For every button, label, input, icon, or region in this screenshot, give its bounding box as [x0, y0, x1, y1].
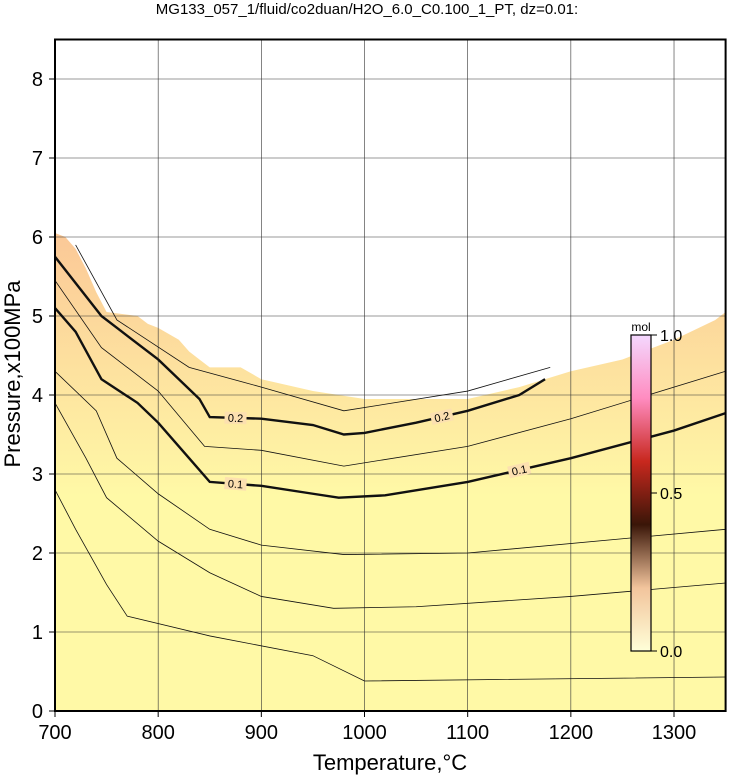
- contour-line: [75, 244, 551, 412]
- x-tick-label: 1100: [446, 722, 489, 744]
- contour-line: [55, 489, 726, 682]
- colorbar-tick-label: 0.0: [660, 644, 682, 661]
- x-tick-label: 800: [141, 722, 174, 744]
- y-axis-label: Pressure,x100MPa: [0, 280, 25, 468]
- y-tick-label: 7: [32, 148, 43, 170]
- contour-label: 0.2: [228, 413, 244, 425]
- x-tick-label: 1200: [549, 722, 594, 744]
- y-tick-label: 4: [32, 385, 43, 407]
- contour-line: [55, 402, 726, 609]
- y-tick-label: 1: [32, 622, 43, 644]
- contour-line: [55, 256, 546, 436]
- chart-title: MG133_057_1/fluid/co2duan/H2O_6.0_C0.100…: [156, 1, 578, 18]
- colorbar-tick-label: 1.0: [660, 328, 682, 345]
- contour-line: [55, 280, 726, 467]
- y-tick-label: 2: [32, 543, 43, 565]
- y-tick-label: 8: [32, 69, 43, 91]
- y-tick-label: 3: [32, 464, 43, 486]
- contour-label: 0.2: [433, 410, 451, 425]
- contour-label: 0.1: [511, 463, 529, 478]
- contour-label: 0.1: [227, 478, 243, 491]
- y-tick-label: 5: [32, 306, 43, 328]
- x-tick-label: 700: [38, 722, 71, 744]
- x-tick-label: 1300: [652, 722, 697, 744]
- colorbar: [630, 334, 652, 652]
- data-field: [55, 233, 726, 711]
- colorbar-label: mol: [631, 320, 650, 334]
- contour-line: [55, 371, 726, 555]
- contour-line: [55, 307, 726, 499]
- y-tick-label: 6: [32, 227, 43, 249]
- x-axis-label: Temperature,°C: [313, 750, 467, 775]
- plot-frame: [54, 38, 727, 712]
- x-tick-label: 900: [245, 722, 278, 744]
- x-tick-label: 1000: [342, 722, 387, 744]
- colorbar-tick-label: 0.5: [660, 486, 682, 503]
- y-tick-label: 0: [32, 701, 43, 723]
